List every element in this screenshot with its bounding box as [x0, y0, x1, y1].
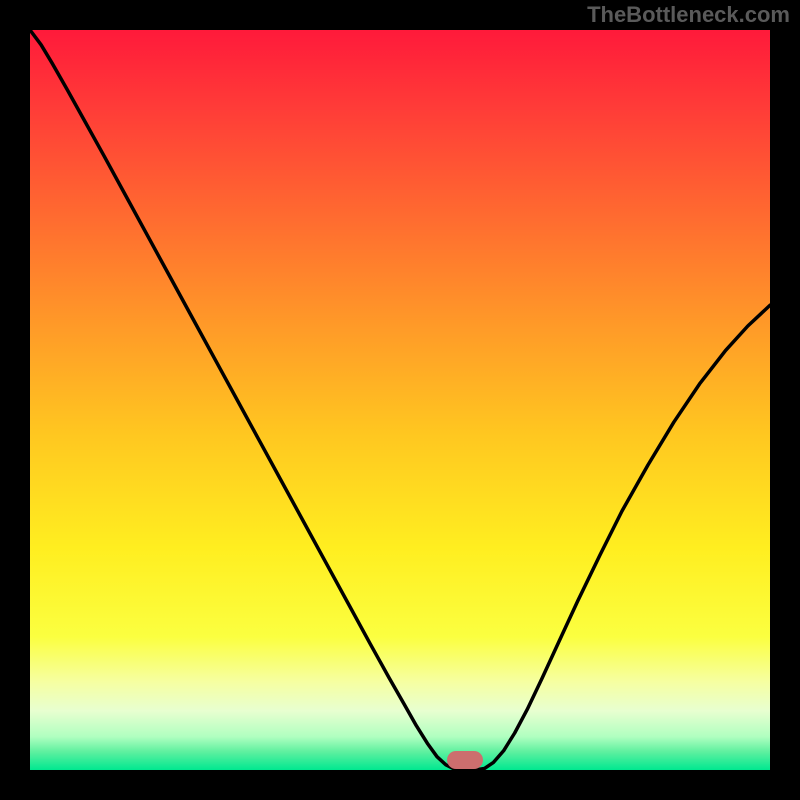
- watermark-label: TheBottleneck.com: [587, 2, 790, 28]
- plot-area: [30, 30, 770, 770]
- minimum-marker: [447, 751, 483, 769]
- chart-frame: TheBottleneck.com: [0, 0, 800, 800]
- gradient-background: [30, 30, 770, 770]
- minimum-marker-pill: [447, 751, 483, 769]
